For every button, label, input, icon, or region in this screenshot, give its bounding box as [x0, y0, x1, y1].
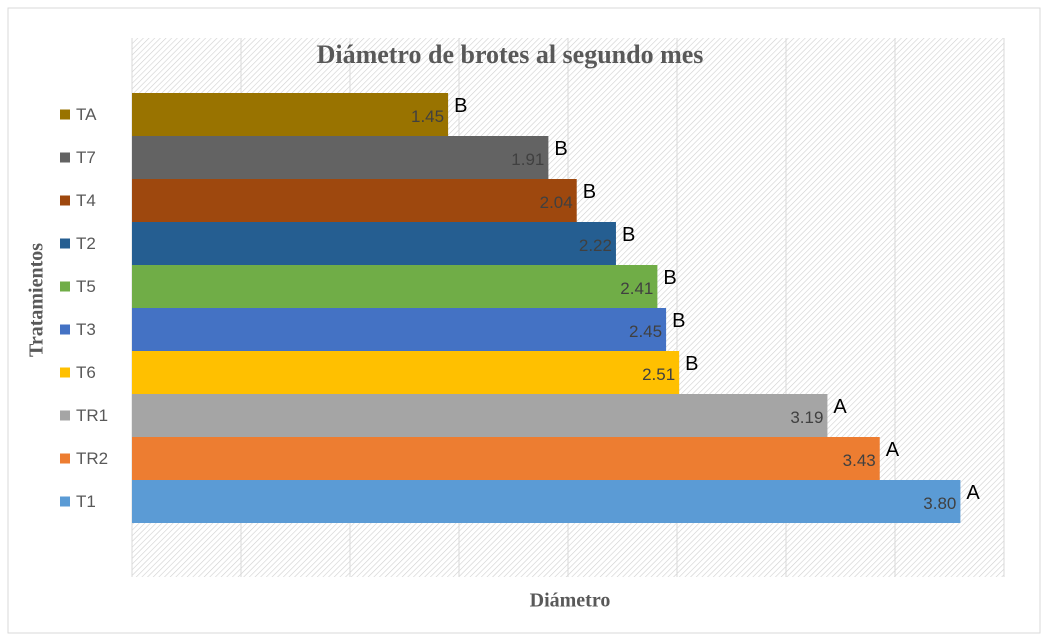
value-label: 3.80 — [923, 494, 956, 513]
annotation: A — [966, 482, 980, 504]
legend-swatch — [60, 238, 70, 249]
x-axis-label: Diámetro — [530, 590, 611, 612]
legend-label: TR1 — [76, 406, 108, 425]
bar — [132, 136, 549, 179]
value-label: 2.51 — [642, 365, 675, 384]
bar — [132, 437, 880, 480]
value-label: 2.22 — [579, 236, 612, 255]
value-label: 2.41 — [620, 279, 653, 298]
annotation: B — [554, 138, 567, 160]
annotation: B — [454, 95, 467, 117]
legend-label: T6 — [76, 363, 96, 382]
value-label: 3.19 — [790, 408, 823, 427]
value-label: 3.43 — [843, 451, 876, 470]
annotation: A — [886, 439, 900, 461]
legend-swatch — [60, 324, 70, 335]
bar — [132, 308, 667, 351]
annotation: B — [583, 181, 596, 203]
legend-swatch — [60, 152, 70, 163]
legend-label: T4 — [76, 191, 96, 210]
legend-label: T2 — [76, 234, 96, 253]
chart-title: Diámetro de brotes al segundo mes — [317, 40, 704, 69]
legend-swatch — [60, 453, 70, 464]
legend-swatch — [60, 410, 70, 421]
annotation: A — [833, 396, 847, 418]
bar — [132, 394, 828, 437]
value-label: 1.45 — [411, 107, 444, 126]
annotation: B — [685, 353, 698, 375]
legend-swatch — [60, 367, 70, 378]
legend-label: T1 — [76, 492, 96, 511]
bar — [132, 265, 658, 308]
legend-label: T3 — [76, 320, 96, 339]
legend-swatch — [60, 496, 70, 507]
annotation: B — [622, 224, 635, 246]
annotation: B — [663, 267, 676, 289]
legend-swatch — [60, 195, 70, 206]
annotation: B — [672, 310, 685, 332]
bar — [132, 93, 449, 136]
bar — [132, 351, 680, 394]
bar — [132, 179, 577, 222]
legend-label: TA — [76, 105, 97, 124]
value-label: 2.04 — [540, 193, 573, 212]
legend-label: T5 — [76, 277, 96, 296]
value-label: 2.45 — [629, 322, 662, 341]
legend-swatch — [60, 109, 70, 120]
value-label: 1.91 — [511, 150, 544, 169]
legend-label: TR2 — [76, 449, 108, 468]
legend-label: T7 — [76, 148, 96, 167]
y-axis-label: Tratamientos — [26, 243, 48, 357]
legend-swatch — [60, 281, 70, 292]
bar — [132, 222, 616, 265]
bar — [132, 480, 961, 523]
